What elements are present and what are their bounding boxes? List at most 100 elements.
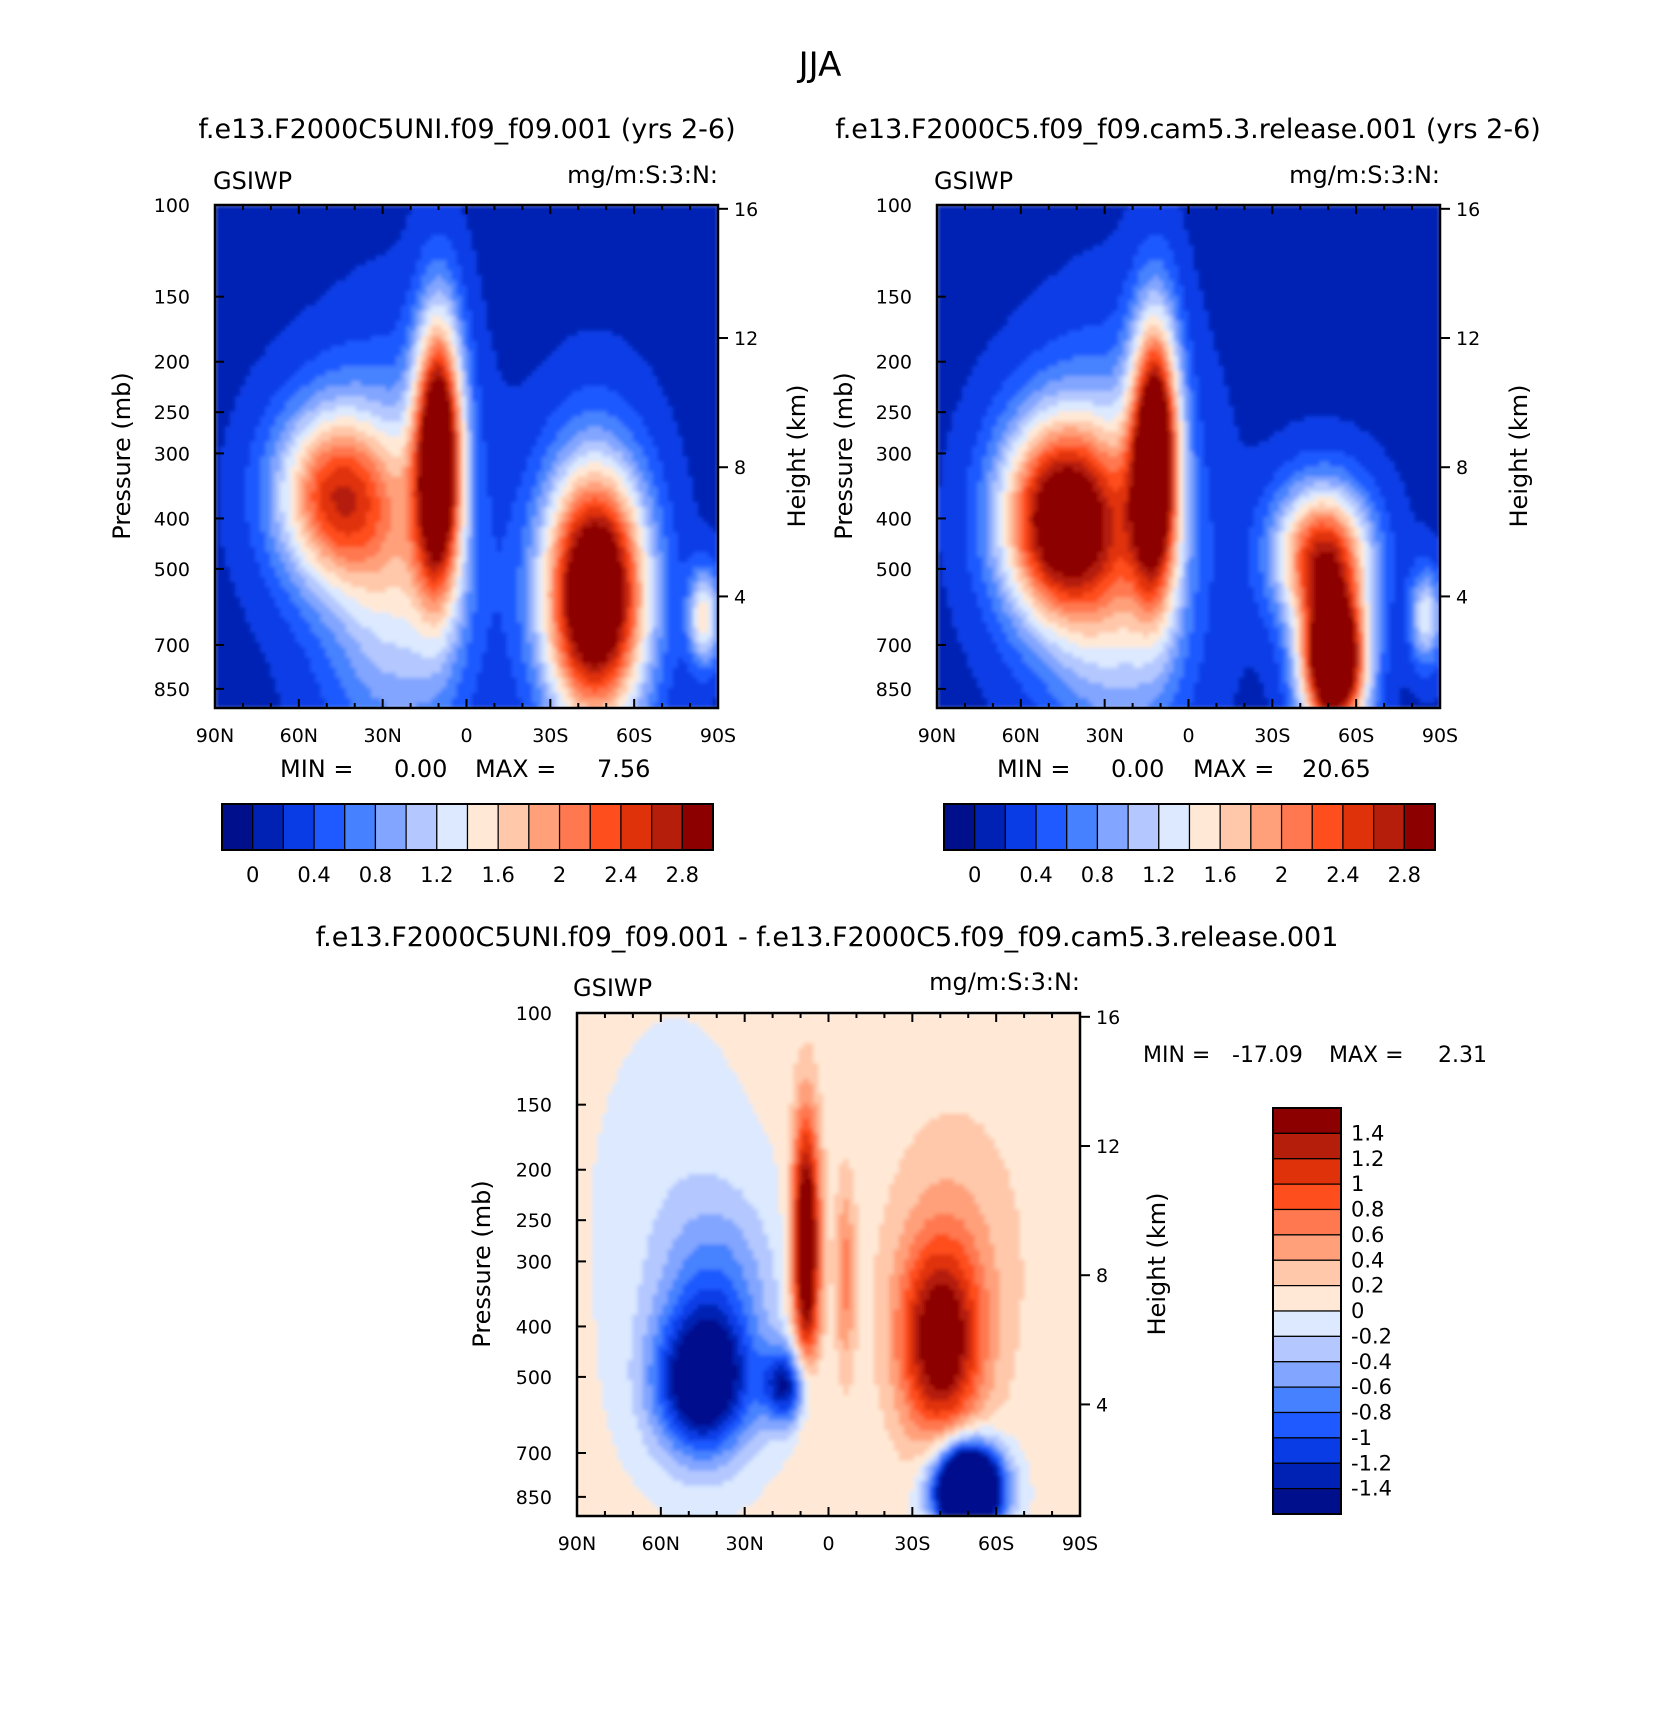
colorbar-tick-label: 2.8 [1388,863,1421,887]
panel3-ytick-label: 300 [516,1251,552,1273]
panel1-ytick-label: 250 [154,402,190,424]
panel1-y2tick-label: 12 [734,328,758,350]
colorbar-tick-label: -0.4 [1351,1350,1392,1374]
colorbar-tick-label: 0.4 [1019,863,1052,887]
colorbar-tick-label: -0.8 [1351,1401,1392,1425]
panel3-max-label: MAX = [1329,1043,1404,1068]
colorbar-swatch [282,803,315,851]
panel1-ytick-label: 500 [154,559,190,581]
colorbar-tick-label: 0.2 [1351,1274,1384,1298]
colorbar-swatch [344,803,377,851]
colorbar-swatch [1272,1386,1342,1414]
panel1-ytick-label: 200 [154,352,190,374]
colorbar-swatch [1272,1285,1342,1312]
colorbar-tick-label: 0.8 [1351,1198,1384,1222]
panel1-ylabel: Pressure (mb) [108,372,136,539]
colorbar-tick-label: 0.8 [1081,863,1114,887]
colorbar-tick-label: 2.8 [666,863,699,887]
panel2-xtick-label: 0 [1182,725,1194,747]
panel1-xtick-label: 0 [460,725,472,747]
panel3-min-value: -17.09 [1232,1043,1303,1068]
colorbar-swatch [1035,803,1068,851]
colorbar-swatch [1311,803,1344,851]
panel2-ytick-label: 850 [876,679,912,701]
panel2-xtick-label: 90S [1422,725,1458,747]
colorbar-tick-label: 2.4 [604,863,637,887]
colorbar-tick-label: 0.8 [359,863,392,887]
panel3-ytick-label: 100 [516,1003,552,1025]
panel1-xtick-label: 90N [196,725,234,747]
colorbar-swatch [1096,803,1129,851]
panel2-max-label: MAX = [1193,755,1274,783]
panel1-max-value: 7.56 [597,755,650,783]
colorbar-tick-label: 1.4 [1351,1121,1384,1145]
panel1-ytick-label: 850 [154,679,190,701]
colorbar-swatch [1272,1462,1342,1490]
colorbar-swatch [1272,1488,1342,1515]
panel2-xtick-label: 30S [1254,725,1290,747]
panel2-y2label: Height (km) [1505,385,1533,528]
panel1-plot-area [215,205,718,708]
colorbar-swatch [1272,1335,1342,1363]
panel2-ytick-label: 200 [876,352,912,374]
colorbar-swatch [1272,1361,1342,1388]
colorbar-tick-label: 2.4 [1326,863,1359,887]
panel1-min-label: MIN = [280,755,353,783]
panel2-y2tick-label: 12 [1456,328,1480,350]
panel3-y2label: Height (km) [1143,1193,1171,1336]
panel1-axes: 90N 60N 30N 0 30S 60S 90S 100 150 200 250 300 400 500… [154,195,758,747]
colorbar-tick-label: 0.6 [1351,1223,1384,1247]
panel1-ytick-label: 100 [154,195,190,217]
panel1-xtick-label: 90S [700,725,736,747]
panel3-ytick-label: 250 [516,1210,552,1232]
colorbar-swatch [943,803,976,851]
colorbar-tick-label: 2 [1275,863,1288,887]
colorbar-swatch [1272,1310,1342,1337]
panel2-title: f.e13.F2000C5.f09_f09.cam5.3.release.001… [835,114,1541,145]
panel2-ytick-label: 500 [876,559,912,581]
panel2-y2tick-label: 16 [1456,199,1480,221]
colorbar-swatch [1272,1158,1342,1185]
panel2-xtick-label: 60S [1338,725,1374,747]
colorbar-swatch [1127,803,1160,851]
panel2-max-value: 20.65 [1302,755,1371,783]
panel1-title: f.e13.F2000C5UNI.f09_f09.001 (yrs 2-6) [198,114,735,145]
panel3-variable-label: GSIWP [573,974,652,1002]
panel2-units-label: mg/m:S:3:N: [1289,161,1440,189]
colorbar-swatch [1280,803,1313,851]
panel1-colorbar: 0 0.4 0.8 1.2 1.6 2 2.4 2.8 [221,803,714,887]
colorbar-swatch [374,803,407,851]
colorbar-tick-label: 0 [1351,1299,1364,1323]
panel3-max-value: 2.31 [1438,1043,1487,1068]
panel1: GSIWP mg/m:S:3:N: 90N 60N 30N 0 30S 60S 90S 100… [108,161,811,887]
panel2-ylabel: Pressure (mb) [830,372,858,539]
panel3-axes: 90N 60N 30N 0 30S 60S 90S 100 150 200 250 300 400 500… [516,1003,1120,1555]
colorbar-swatch [1250,803,1283,851]
colorbar-tick-label: -0.6 [1351,1375,1392,1399]
panel3-ytick-label: 150 [516,1095,552,1117]
panel1-units-label: mg/m:S:3:N: [567,161,718,189]
panel3-xtick-label: 30S [894,1533,930,1555]
colorbar-swatch [1272,1183,1342,1211]
panel1-xtick-label: 30S [532,725,568,747]
colorbar-swatch [1272,1107,1342,1134]
panel3-colorbar: 1.41.210.80.60.40.20-0.2-0.4-0.6-0.8-1-1… [1272,1107,1392,1515]
colorbar-swatch [1188,803,1221,851]
panel3-xtick-label: 90N [558,1533,596,1555]
panel3-ytick-label: 500 [516,1367,552,1389]
colorbar-tick-label: 0 [968,863,981,887]
panel1-y2label: Height (km) [783,385,811,528]
panel3-y2tick-label: 12 [1096,1136,1120,1158]
panel3-y2tick-label: 8 [1096,1265,1108,1287]
colorbar-swatch [1158,803,1191,851]
colorbar-tick-label: 1.6 [481,863,514,887]
panel2-xtick-label: 60N [1002,725,1040,747]
panel3-xtick-label: 60S [978,1533,1014,1555]
colorbar-swatch [1272,1132,1342,1160]
colorbar-swatch [620,803,653,851]
colorbar-tick-label: 1.6 [1203,863,1236,887]
panel1-xtick-label: 60N [280,725,318,747]
panel1-ytick-label: 300 [154,443,190,465]
panel2-axes: 90N 60N 30N 0 30S 60S 90S 100 150 200 250 300 400 500… [876,195,1480,747]
